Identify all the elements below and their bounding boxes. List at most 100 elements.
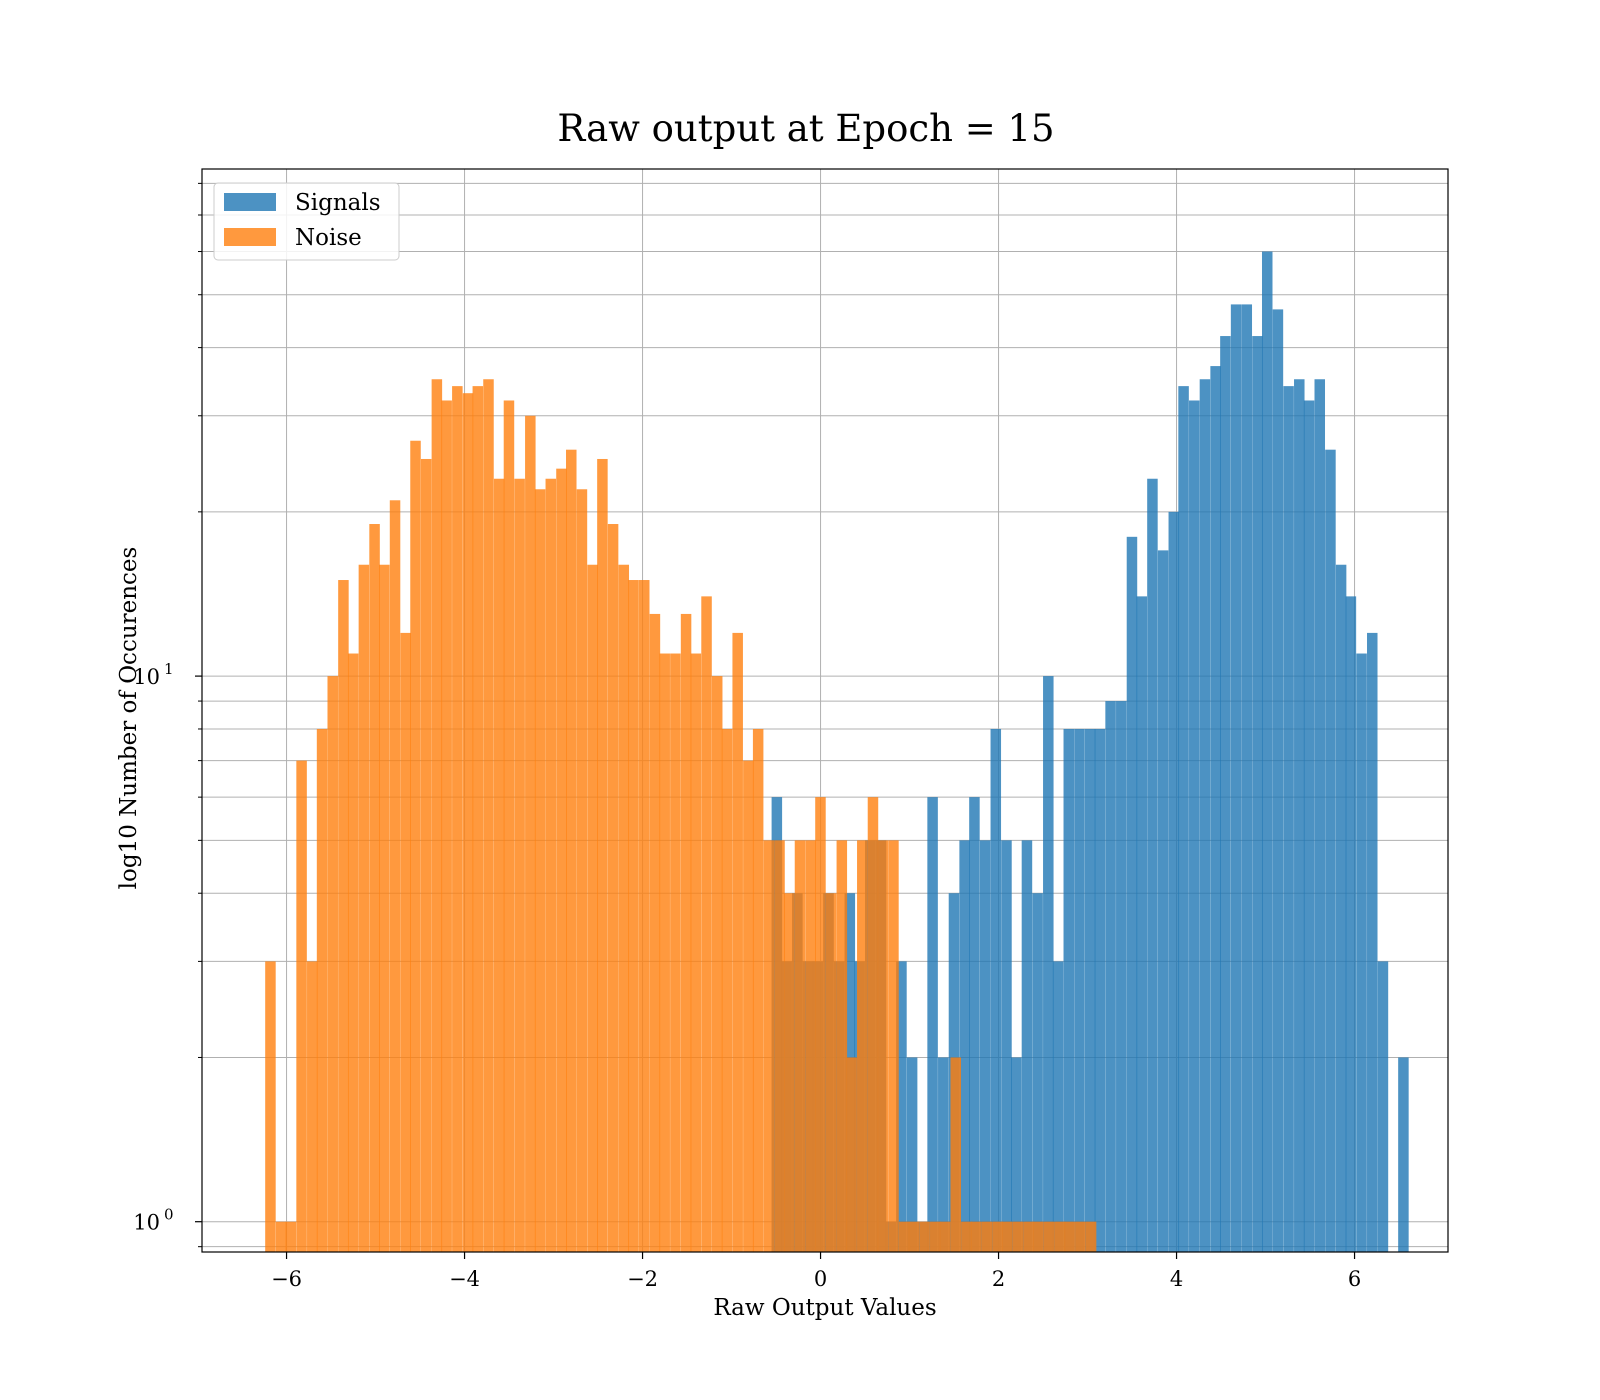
signals-bar: [1367, 632, 1378, 1252]
overlap-bar: [896, 961, 899, 1252]
overlap-bar: [1023, 1221, 1033, 1252]
signals-bar: [979, 840, 991, 1252]
overlap-bar: [1043, 1221, 1044, 1252]
signals-bar: [1252, 336, 1263, 1252]
signals-bar: [1283, 386, 1294, 1252]
signals-bar: [1043, 676, 1054, 1252]
noise-bar: [690, 653, 702, 1252]
signals-bar: [1021, 840, 1033, 1252]
x-axis-ticks: −6 −4 −2 0 2 4 6: [271, 1252, 1361, 1291]
signals-bar: [938, 1057, 949, 1252]
noise-bar: [493, 478, 505, 1252]
overlap-bar: [1011, 1221, 1013, 1252]
x-tick-label: 0: [814, 1267, 827, 1291]
noise-bar: [566, 449, 577, 1252]
signals-bar: [1116, 701, 1127, 1252]
noise-bar: [441, 400, 452, 1253]
overlap-bar: [979, 1221, 982, 1252]
noise-bar: [587, 564, 598, 1252]
signals-bar: [1199, 379, 1211, 1252]
x-tick-label: 6: [1348, 1267, 1361, 1291]
signals-bar: [1294, 379, 1305, 1252]
x-tick-label: 4: [1170, 1267, 1183, 1291]
overlap-bar: [846, 1057, 856, 1252]
plot-frame: [201, 168, 1449, 1253]
y-tick-exponent: 0: [164, 1206, 174, 1224]
signals-bar: [1074, 728, 1085, 1252]
overlap-bar: [1052, 1221, 1055, 1252]
signals-bar: [1147, 478, 1158, 1252]
y-axis-label: log10 Number of Occurences: [116, 547, 142, 890]
overlap-bar: [792, 893, 795, 1252]
overlap-bar: [1002, 1221, 1012, 1252]
overlap-bar: [802, 961, 806, 1252]
noise-bar: [576, 489, 588, 1252]
noise-bar: [763, 840, 775, 1252]
y-tick-label: 10: [133, 1211, 160, 1235]
signals-bar: [1314, 379, 1326, 1252]
signals-bar: [990, 728, 1002, 1252]
noise-bar: [275, 1221, 287, 1252]
overlap-bar: [938, 1221, 941, 1252]
overlap-bar: [939, 1221, 949, 1252]
x-tick-label: −4: [449, 1267, 480, 1291]
noise-bar: [752, 728, 764, 1252]
overlap-bar: [898, 1221, 907, 1252]
signals-bar: [1220, 336, 1231, 1252]
signals-bar: [1094, 728, 1106, 1252]
overlap-bar: [1043, 1221, 1054, 1252]
overlap-bar: [774, 840, 783, 1252]
noise-bar: [628, 580, 639, 1252]
overlap-bar: [1032, 1221, 1034, 1252]
overlap-bar: [950, 1057, 960, 1252]
overlap-bar: [805, 961, 814, 1252]
signals-bar: [1168, 511, 1180, 1252]
x-tick-label: −6: [271, 1267, 302, 1291]
signals-bar: [969, 797, 980, 1252]
noise-bar: [638, 580, 650, 1252]
overlap-bar: [888, 1221, 897, 1252]
noise-bar: [743, 760, 754, 1252]
noise-bar: [556, 468, 567, 1252]
overlap-bar: [908, 1221, 918, 1252]
overlap-bar: [1021, 1221, 1024, 1252]
y-tick-label: 10: [133, 665, 160, 689]
overlap-bar: [784, 961, 792, 1252]
overlap-bar: [961, 1221, 970, 1252]
legend-label-noise: Noise: [295, 225, 362, 251]
overlap-bar: [844, 893, 848, 1252]
noise-bar: [472, 386, 484, 1252]
x-axis-label: Raw Output Values: [713, 1295, 936, 1321]
signals-bar: [1377, 961, 1389, 1252]
signals-bar: [1032, 893, 1043, 1252]
overlap-bar: [1063, 1221, 1066, 1252]
overlap-bar: [812, 961, 816, 1252]
noise-bar: [316, 728, 328, 1252]
signals-bar: [1398, 1057, 1409, 1252]
plot-area: [201, 168, 1449, 1253]
noise-bar: [721, 728, 733, 1252]
noise-bar: [659, 653, 670, 1252]
noise-bar: [338, 580, 349, 1252]
signals-bar: [1052, 961, 1064, 1252]
overlap-bar: [836, 961, 845, 1252]
legend-label-signals: Signals: [295, 190, 381, 216]
signals-bar: [1230, 304, 1242, 1252]
signals-bar: [1210, 366, 1221, 1253]
overlap-bar: [875, 840, 879, 1252]
signals-bar: [1345, 596, 1357, 1252]
signals-bar: [1063, 728, 1075, 1252]
noise-bar: [525, 415, 536, 1252]
signals-bar: [1272, 309, 1284, 1252]
overlap-region: [771, 840, 1097, 1252]
legend-swatch-signals: [224, 193, 276, 211]
noise-bar: [358, 564, 370, 1252]
signals-bar: [1335, 564, 1347, 1252]
y-tick-exponent: 1: [164, 660, 174, 678]
signals-bar: [1126, 536, 1138, 1252]
noise-bar: [534, 489, 546, 1252]
noise-bar: [618, 564, 630, 1252]
signals-bar: [1001, 840, 1012, 1252]
